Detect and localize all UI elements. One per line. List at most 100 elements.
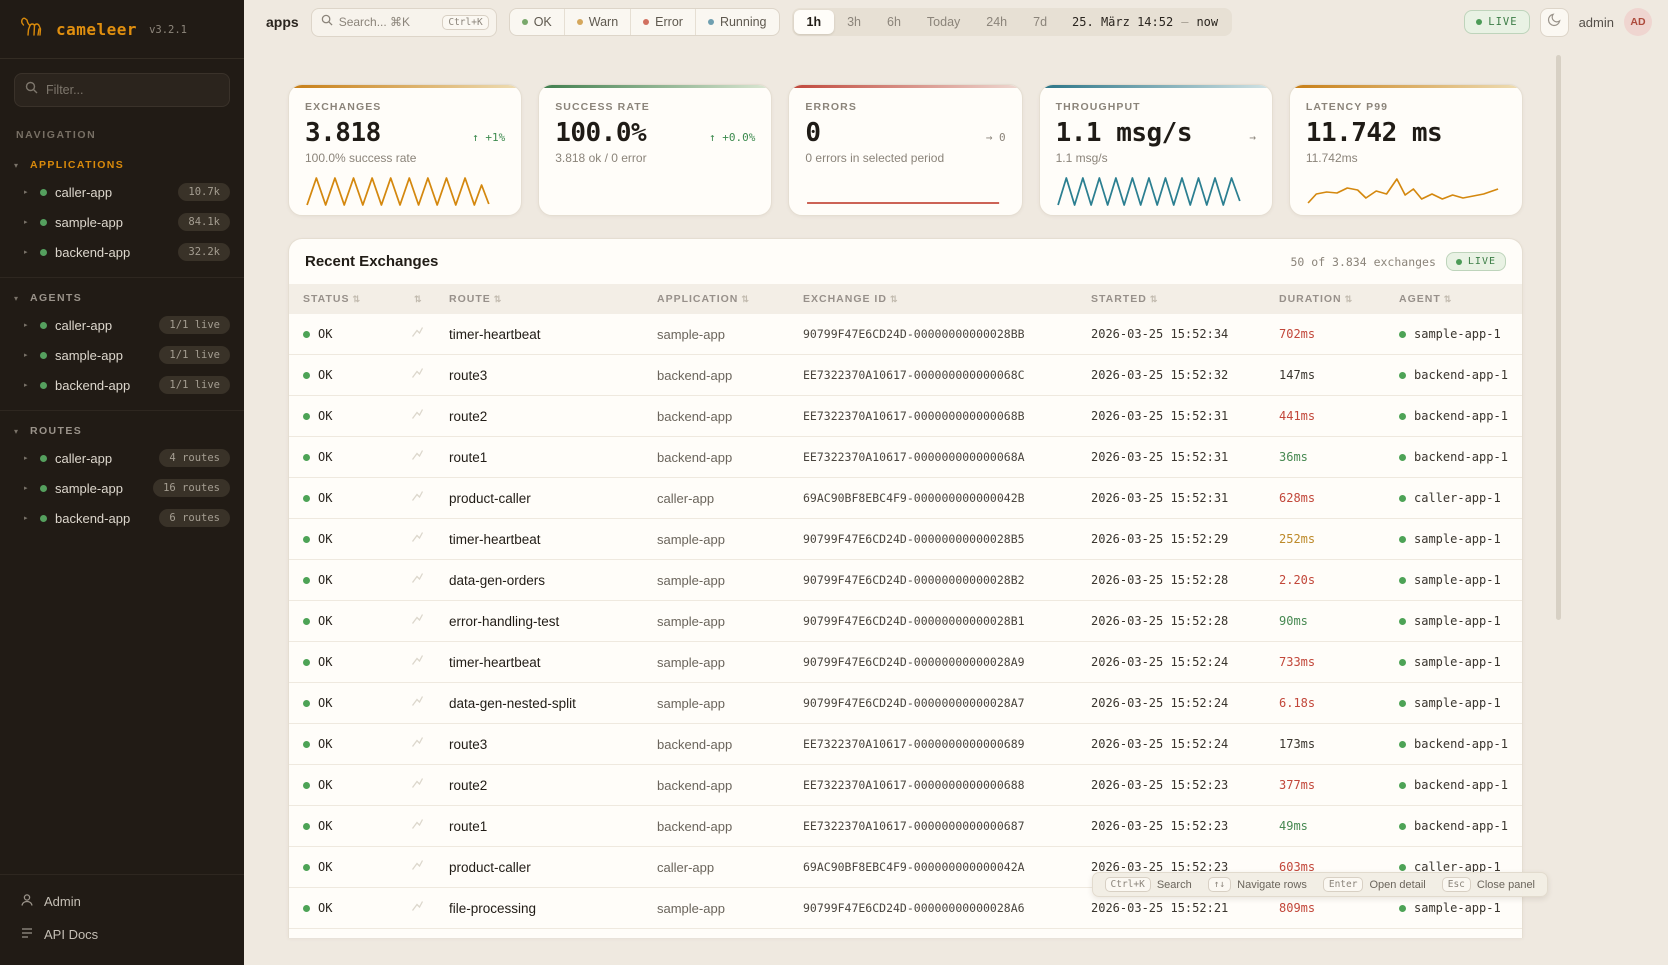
row-duration: 49ms xyxy=(1269,805,1389,847)
table-live-badge[interactable]: LIVE xyxy=(1445,252,1506,271)
table-row[interactable]: OK product-caller caller-app 69AC90BF8EB… xyxy=(289,477,1522,519)
sidebar-item-label: sample-app xyxy=(55,214,123,230)
sidebar-item-badge: 84.1k xyxy=(178,213,230,231)
trend-icon[interactable] xyxy=(411,407,424,424)
table-row[interactable]: OK data-gen-nested-split sample-app 9079… xyxy=(289,682,1522,724)
time-range-display[interactable]: 25. März 14:52 — now xyxy=(1060,15,1230,29)
shortcut-hint: Enter Open detail xyxy=(1322,877,1426,892)
stat-card-errors[interactable]: ERRORS 0 → 0 0 errors in selected period xyxy=(788,84,1023,216)
trend-icon[interactable] xyxy=(411,776,424,793)
chevron-right-icon: ▸ xyxy=(24,455,28,462)
sidebar-item[interactable]: ▸ caller-app 1/1 live xyxy=(0,310,244,340)
sidebar-section-header[interactable]: ▾ ROUTES xyxy=(0,417,244,443)
card-delta: → xyxy=(1249,131,1256,144)
table-row[interactable]: OK route1 backend-app EE7322370A10617-00… xyxy=(289,436,1522,478)
row-route: route2 xyxy=(439,395,647,437)
theme-toggle-button[interactable] xyxy=(1539,7,1569,37)
shortcut-hint: ↑↓ Navigate rows xyxy=(1207,877,1307,892)
trend-icon[interactable] xyxy=(411,366,424,383)
range-button[interactable]: 7d xyxy=(1020,10,1060,34)
chevron-down-icon: ▾ xyxy=(14,160,19,170)
sidebar-filter-input[interactable] xyxy=(46,83,219,97)
status-filter-button[interactable]: OK xyxy=(510,9,565,35)
table-row[interactable]: OK data-gen-files sample-app 90799F47E6C… xyxy=(289,928,1522,938)
table-row[interactable]: OK route2 backend-app EE7322370A10617-00… xyxy=(289,764,1522,806)
range-button[interactable]: Today xyxy=(914,10,973,34)
sidebar-item[interactable]: ▸ sample-app 16 routes xyxy=(0,473,244,503)
range-button[interactable]: 1h xyxy=(793,10,835,34)
status-filter-button[interactable]: Running xyxy=(696,9,779,35)
sidebar-filter[interactable] xyxy=(14,73,230,107)
table-row[interactable]: OK timer-heartbeat sample-app 90799F47E6… xyxy=(289,641,1522,683)
trend-icon[interactable] xyxy=(411,735,424,752)
sidebar-item[interactable]: ▸ sample-app 84.1k xyxy=(0,207,244,237)
row-agent: sample-app-1 xyxy=(1414,614,1501,628)
trend-icon[interactable] xyxy=(411,899,424,916)
chevron-right-icon: ▸ xyxy=(24,382,28,389)
live-badge[interactable]: LIVE xyxy=(1464,10,1530,34)
trend-icon[interactable] xyxy=(411,817,424,834)
table-row[interactable]: OK error-handling-test sample-app 90799F… xyxy=(289,600,1522,642)
table-row[interactable]: OK route1 backend-app EE7322370A10617-00… xyxy=(289,805,1522,847)
status-filter-button[interactable]: Warn xyxy=(565,9,632,35)
stat-card-throughput[interactable]: THROUGHPUT 1.1 msg/s → 1.1 msg/s xyxy=(1038,84,1273,216)
status-filter-button[interactable]: Error xyxy=(631,9,696,35)
trend-icon[interactable] xyxy=(411,858,424,875)
sidebar-item[interactable]: ▸ backend-app 1/1 live xyxy=(0,370,244,400)
table-row[interactable]: OK route3 backend-app EE7322370A10617-00… xyxy=(289,354,1522,396)
row-route: error-handling-test xyxy=(439,600,647,642)
column-header-trend[interactable]: ⇅ xyxy=(401,284,439,314)
table-row[interactable]: OK route3 backend-app EE7322370A10617-00… xyxy=(289,723,1522,765)
sidebar-item[interactable]: ▸ backend-app 32.2k xyxy=(0,237,244,267)
trend-icon[interactable] xyxy=(411,571,424,588)
trend-icon[interactable] xyxy=(411,530,424,547)
sidebar-item-label: caller-app xyxy=(55,184,113,200)
sort-icon: ⇅ xyxy=(493,294,503,304)
row-status: OK xyxy=(318,696,333,710)
vertical-scrollbar[interactable] xyxy=(1556,55,1561,620)
trend-icon[interactable] xyxy=(411,489,424,506)
table-row[interactable]: OK route2 backend-app EE7322370A10617-00… xyxy=(289,395,1522,437)
sidebar-item-admin[interactable]: Admin xyxy=(0,885,244,918)
stat-card-success-rate[interactable]: SUCCESS RATE 100.0% ↑ +0.0% 3.818 ok / 0… xyxy=(538,84,773,216)
row-exchange-id: EE7322370A10617-000000000000068A xyxy=(793,436,1081,478)
card-subtitle: 1.1 msg/s xyxy=(1055,151,1108,165)
table-row[interactable]: OK timer-heartbeat sample-app 90799F47E6… xyxy=(289,314,1522,355)
trend-icon[interactable] xyxy=(411,653,424,670)
column-header-route[interactable]: ROUTE ⇅ xyxy=(439,284,647,314)
sidebar-item[interactable]: ▸ backend-app 6 routes xyxy=(0,503,244,533)
trend-icon[interactable] xyxy=(411,325,424,342)
trend-icon[interactable] xyxy=(411,448,424,465)
column-header-agent[interactable]: AGENT ⇅ xyxy=(1389,284,1522,314)
trend-icon[interactable] xyxy=(411,694,424,711)
brand: cameleer v3.2.1 xyxy=(0,0,244,59)
sidebar-section-header[interactable]: ▾ AGENTS xyxy=(0,284,244,310)
sidebar-section-header[interactable]: ▾ APPLICATIONS xyxy=(0,151,244,177)
stat-card-latency[interactable]: LATENCY P99 11.742 ms 11.742ms xyxy=(1288,84,1524,216)
sidebar-item[interactable]: ▸ sample-app 1/1 live xyxy=(0,340,244,370)
avatar[interactable]: AD xyxy=(1624,8,1652,36)
range-button[interactable]: 6h xyxy=(874,10,914,34)
column-header-duration[interactable]: DURATION ⇅ xyxy=(1269,284,1389,314)
column-header-exchange-id[interactable]: EXCHANGE ID ⇅ xyxy=(793,284,1081,314)
global-search[interactable]: Ctrl+K xyxy=(310,7,497,37)
sidebar-item[interactable]: ▸ caller-app 10.7k xyxy=(0,177,244,207)
sidebar-item-api-docs[interactable]: API Docs xyxy=(0,918,244,951)
global-search-input[interactable] xyxy=(338,15,437,29)
sidebar-item[interactable]: ▸ caller-app 4 routes xyxy=(0,443,244,473)
range-button[interactable]: 24h xyxy=(973,10,1020,34)
range-button[interactable]: 3h xyxy=(834,10,874,34)
stat-card-exchanges[interactable]: EXCHANGES 3.818 ↑ +1% 100.0% success rat… xyxy=(288,84,523,216)
column-header-started[interactable]: STARTED ⇅ xyxy=(1081,284,1269,314)
row-exchange-id: 69AC90BF8EBC4F9-000000000000042B xyxy=(793,477,1081,519)
row-started: 2026-03-25 15:52:24 xyxy=(1081,682,1269,724)
exchanges-table: STATUS ⇅ ⇅ ROUTE ⇅ APPLICATION ⇅ EXCHANGE I… xyxy=(289,284,1522,938)
table-row[interactable]: OK timer-heartbeat sample-app 90799F47E6… xyxy=(289,518,1522,560)
row-status: OK xyxy=(318,737,333,751)
agent-status-dot-icon xyxy=(1399,658,1406,666)
row-exchange-id: 90799F47E6CD24D-00000000000028A5 xyxy=(793,928,1081,938)
trend-icon[interactable] xyxy=(411,612,424,629)
column-header-application[interactable]: APPLICATION ⇅ xyxy=(647,284,793,314)
column-header-status[interactable]: STATUS ⇅ xyxy=(289,284,401,314)
table-row[interactable]: OK data-gen-orders sample-app 90799F47E6… xyxy=(289,559,1522,601)
